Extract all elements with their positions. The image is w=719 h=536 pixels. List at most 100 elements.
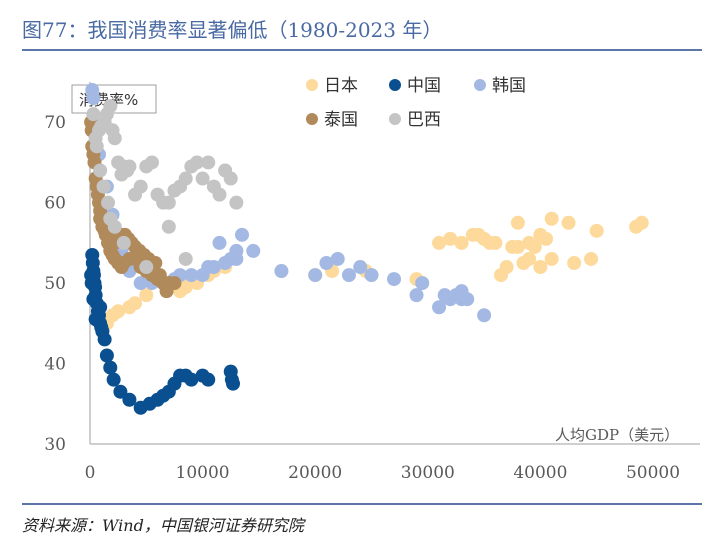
data-point [178,251,193,266]
y-tick-label: 30 [44,435,66,455]
footer-rule [22,503,702,505]
data-point [86,91,101,106]
legend-marker [306,113,318,125]
x-tick-labels: 0 10000 20000 30000 40000 50000 [85,463,680,483]
data-point [584,251,599,266]
data-point [527,239,542,254]
title-rule [22,49,702,51]
data-point [308,268,323,283]
data-point [212,235,227,250]
data-point [465,227,480,242]
data-point [274,264,289,279]
data-point [116,235,131,250]
data-point [437,288,452,303]
data-point [195,171,210,186]
data-point [544,211,559,226]
data-point [184,372,199,387]
data-point [161,195,176,210]
data-point [510,215,525,230]
data-point [97,332,112,347]
data-point [432,300,447,315]
data-point [443,231,458,246]
data-point [544,251,559,266]
data-point [139,288,154,303]
data-point [103,360,118,375]
legend-marker [389,113,401,125]
data-point [432,235,447,250]
data-point [101,195,116,210]
data-point [341,268,356,283]
y-tick-label: 50 [44,274,66,294]
data-point [330,251,345,266]
data-point [224,372,239,387]
data-point [516,256,531,270]
legend-marker [389,79,401,91]
data-point [113,384,128,399]
data-point [93,300,108,315]
data-point [589,223,604,238]
data-point [409,288,424,303]
legend-label: 泰国 [324,110,358,130]
x-tick-label: 50000 [626,463,680,483]
data-point [364,268,379,283]
x-tick-label: 0 [85,463,96,483]
data-point [93,211,108,226]
data-point [539,231,554,246]
data-point [84,276,99,291]
x-tick-label: 30000 [401,463,455,483]
x-tick-label: 40000 [513,463,567,483]
data-point [86,107,101,122]
data-point [235,227,250,242]
data-point [133,179,148,194]
x-axis-label: 人均GDP（美元） [555,426,679,444]
data-point [184,268,199,283]
data-point [133,276,148,291]
data-point [122,159,137,174]
data-point [161,276,176,291]
data-point [533,260,548,275]
series-4 [86,99,244,275]
x-tick-label: 20000 [288,463,342,483]
data-point [353,260,368,275]
data-point [178,171,193,186]
data-point [96,179,111,194]
data-point [488,235,503,250]
data-point [201,260,216,275]
data-point [561,215,576,230]
data-point [212,187,227,202]
data-point [122,300,137,315]
data-point [122,392,137,407]
data-point [161,219,176,234]
data-point [477,308,492,323]
x-tick-label: 10000 [176,463,230,483]
data-point [223,171,238,186]
data-points [84,83,649,415]
data-point [493,268,508,283]
data-point [387,272,402,287]
data-point [103,211,118,226]
data-point [152,268,167,283]
legend-marker [474,79,486,91]
series-1 [84,247,241,415]
y-tick-label: 40 [44,355,66,375]
data-point [510,239,525,254]
y-tick-label: 60 [44,194,66,214]
legend-label: 巴西 [407,110,441,130]
data-point [89,139,104,154]
data-point [201,372,216,387]
data-point [99,348,114,363]
legend-label: 中国 [407,76,441,96]
figure-title: 图77：我国消费率显著偏低（1980-2023 年） [22,18,443,42]
data-point [103,99,118,114]
data-point [319,256,334,270]
data-point [201,155,216,170]
data-point [106,372,121,387]
data-point [454,284,469,299]
data-point [144,155,159,170]
data-point [229,243,244,258]
data-point [454,235,469,250]
data-point [567,256,582,270]
source-note: 资料来源：Wind，中国银河证券研究院 [22,516,304,535]
y-tick-label: 70 [44,113,66,133]
